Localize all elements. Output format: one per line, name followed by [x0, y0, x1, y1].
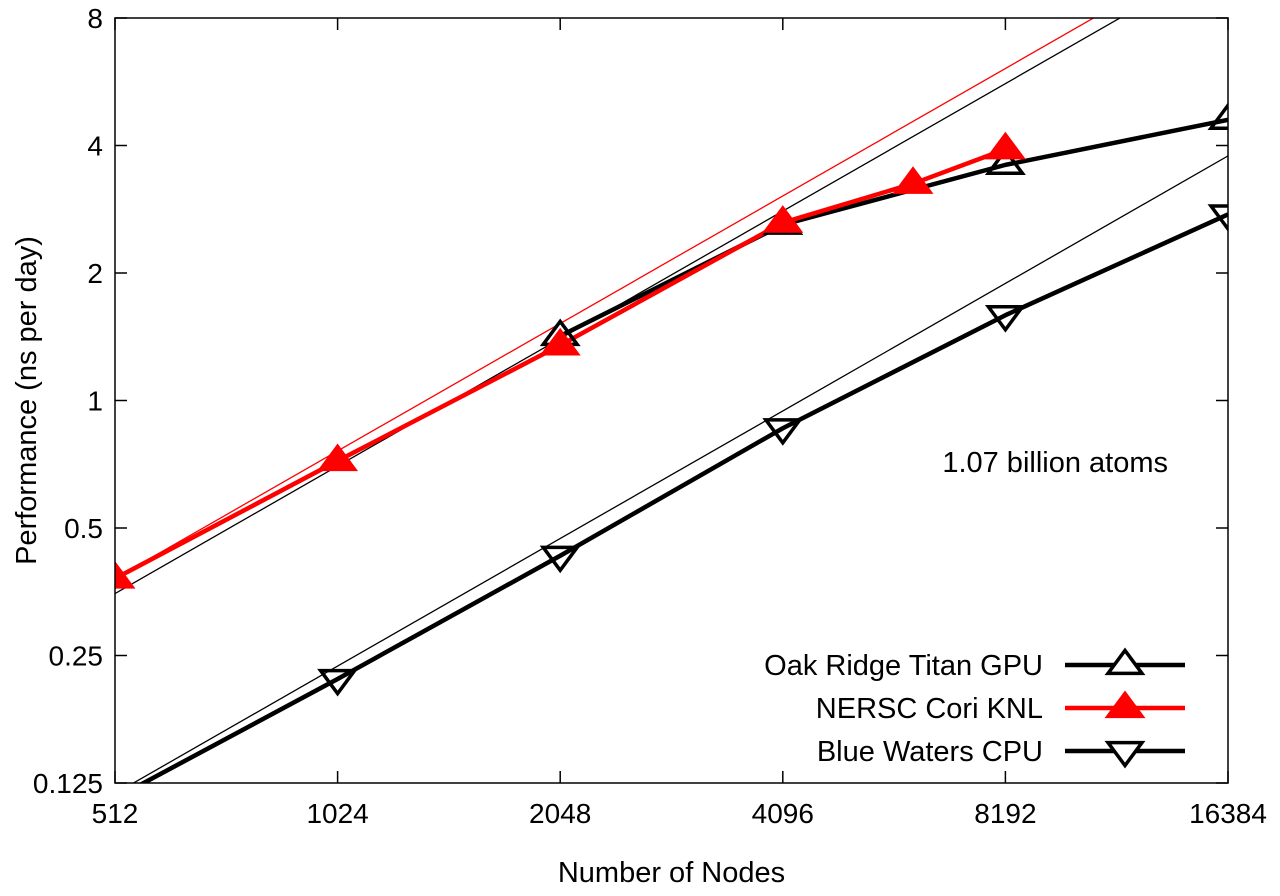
x-axis-title: Number of Nodes [558, 857, 785, 889]
y-tick-label: 8 [87, 3, 103, 34]
data-point-series3-5 [984, 305, 1026, 333]
legend-label-2: NERSC Cori KNL [816, 693, 1043, 725]
data-point-series2-1 [115, 561, 136, 589]
y-tick-label: 0.5 [64, 513, 103, 544]
x-tick-label: 4096 [752, 798, 814, 829]
series-lines [115, 117, 1228, 783]
x-axis-ticks: 512 1024 2048 4096 8192 16384 [92, 18, 1267, 829]
data-point-series1-3 [984, 147, 1026, 176]
x-tick-label: 1024 [306, 798, 368, 829]
data-point-series2-6 [984, 131, 1026, 160]
data-point-series2-5 [892, 166, 934, 194]
reference-line-3 [132, 155, 1228, 783]
legend-swatch-marker-3 [1104, 740, 1146, 769]
y-tick-label: 0.25 [49, 641, 104, 672]
x-tick-label: 8192 [974, 798, 1036, 829]
x-tick-label: 2048 [529, 798, 591, 829]
legend-swatch-marker-2 [1104, 690, 1146, 719]
legend-swatch-marker-1 [1104, 647, 1146, 676]
y-tick-label: 0.125 [33, 768, 103, 799]
plot-frame [114, 17, 1229, 784]
data-point-series2-2 [317, 443, 359, 472]
series-line-2 [115, 147, 1007, 581]
data-point-series3-3 [539, 545, 581, 574]
dataset-annotation: 1.07 billion atoms [942, 447, 1168, 479]
reference-lines [115, 18, 1228, 783]
legend-label-3: Blue Waters CPU [817, 736, 1043, 768]
y-axis-title: Performance (ns per day) [11, 236, 43, 565]
series-line-3 [138, 212, 1228, 783]
legend: Oak Ridge Titan GPU NERSC Cori KNL Blue Wa… [764, 647, 1185, 769]
y-tick-label: 2 [87, 258, 103, 289]
y-tick-label: 1 [87, 386, 103, 417]
data-point-series2-4 [762, 205, 804, 233]
y-axis-ticks: 0.125 0.25 0.5 1 2 4 8 [33, 3, 1228, 799]
data-point-series3-6 [1207, 204, 1228, 232]
legend-label-1: Oak Ridge Titan GPU [764, 650, 1043, 682]
reference-line-1 [115, 18, 1122, 595]
reference-line-2 [115, 18, 1095, 580]
series-line-1 [559, 117, 1228, 339]
data-point-series3-4 [762, 418, 804, 446]
x-tick-label: 512 [92, 798, 139, 829]
data-point-series2-3 [539, 327, 581, 356]
y-tick-label: 4 [87, 131, 103, 162]
data-point-series3-2 [317, 668, 359, 697]
data-point-series1-4 [1207, 102, 1228, 130]
series-markers [115, 102, 1228, 697]
x-tick-label: 16384 [1189, 798, 1267, 829]
